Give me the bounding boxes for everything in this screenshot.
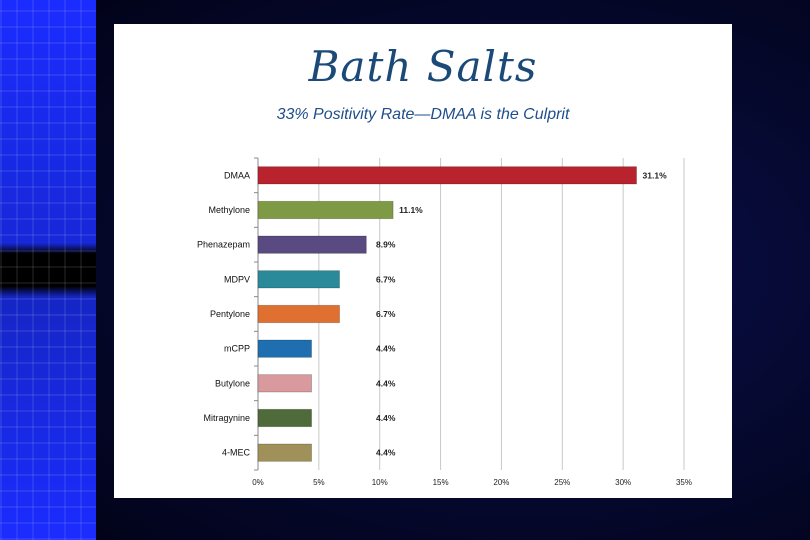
bar-chart: 0% 5% 10% 15% 20% 25% 30% 35% DMAA 31.1% Methylone… [197,157,692,487]
bar [257,235,367,254]
x-tick-label: 10% [372,478,388,487]
bar-value-label: 4.4% [376,413,396,423]
x-tick-label: 15% [433,478,449,487]
x-tick-label: 20% [493,478,509,487]
x-tick-label: 35% [676,478,692,487]
bar [257,166,637,185]
bar-value-label: 31.1% [643,170,668,180]
x-tick-label: 5% [313,478,325,487]
bar-value-label: 4.4% [376,448,396,458]
left-decorative-band [0,0,96,540]
chart-subtitle: 33% Positivity Rate—DMAA is the Culprit [276,106,570,123]
bar-value-label: 6.7% [376,309,396,319]
x-tick-label: 25% [554,478,570,487]
category-label: DMAA [224,170,250,180]
bar-value-label: 4.4% [376,378,396,388]
category-label: Butylone [215,378,250,388]
category-label: 4-MEC [222,448,251,458]
bar-value-label: 4.4% [376,344,396,354]
bar-value-label: 8.9% [376,240,396,250]
bar-value-label: 6.7% [376,274,396,284]
chart-panel: Bath Salts 33% Positivity Rate—DMAA is t… [114,24,732,498]
bar-value-label: 11.1% [399,205,423,215]
category-label: MDPV [224,274,250,284]
category-label: Methylone [208,205,250,215]
x-tick-label: 0% [252,478,264,487]
bar [257,200,394,220]
bar [257,270,340,289]
category-label: Phenazepam [197,240,250,250]
slide-title: Bath Salts [308,42,538,91]
bar [257,408,312,428]
bar [257,374,312,393]
x-tick-label: 30% [615,478,631,487]
bar [257,339,312,358]
category-label: Pentylone [210,309,250,319]
bar [257,304,340,324]
bar [257,443,312,462]
category-label: mCPP [224,344,250,354]
category-label: Mitragynine [203,413,250,423]
